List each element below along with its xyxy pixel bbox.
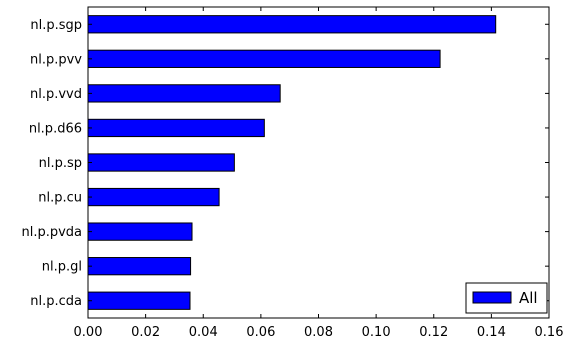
y-tick-label: nl.p.pvda (21, 225, 82, 240)
legend: All (465, 282, 548, 314)
y-tick-label: nl.p.cu (38, 191, 82, 206)
y-tick-label: nl.p.gl (42, 260, 82, 275)
x-tick-label: 0.12 (419, 325, 448, 340)
legend-label: All (519, 289, 538, 307)
y-tick-label: nl.p.sp (39, 156, 82, 171)
x-tick-label: 0.14 (477, 325, 506, 340)
bar-nl.p.cu (87, 187, 220, 207)
y-tick-label: nl.p.vvd (30, 87, 82, 102)
x-tick-label: 0.16 (535, 325, 564, 340)
y-tick-label: nl.p.d66 (29, 121, 82, 136)
legend-swatch (472, 291, 512, 304)
x-tick-label: 0.10 (362, 325, 391, 340)
bar-nl.p.cda (87, 291, 191, 310)
plot-frame (87, 6, 550, 319)
x-tick-label: 0.04 (189, 325, 218, 340)
x-tick-label: 0.06 (246, 325, 275, 340)
bar-nl.p.gl (87, 257, 192, 276)
bar-nl.p.pvv (87, 49, 441, 68)
x-tick-label: 0.08 (304, 325, 333, 340)
bar-nl.p.d66 (87, 118, 265, 138)
bar-nl.p.sgp (87, 15, 497, 34)
y-axis-ticks: nl.p.sgp nl.p.pvv nl.p.vvd nl.p.d66 nl.p.sp n… (21, 18, 549, 309)
x-axis-ticks: 0.00 0.02 0.04 0.06 0.08 0.10 0.12 0.14 0.16 (74, 7, 564, 340)
bar-nl.p.pvda (87, 222, 193, 241)
y-tick-label: nl.p.sgp (30, 18, 82, 33)
bar-nl.p.vvd (87, 84, 281, 103)
y-tick-label: nl.p.cda (30, 294, 82, 309)
bars-group (87, 15, 497, 310)
x-tick-label: 0.00 (74, 325, 103, 340)
bar-nl.p.sp (87, 153, 235, 172)
y-tick-label: nl.p.pvv (30, 52, 82, 67)
x-tick-label: 0.02 (131, 325, 160, 340)
